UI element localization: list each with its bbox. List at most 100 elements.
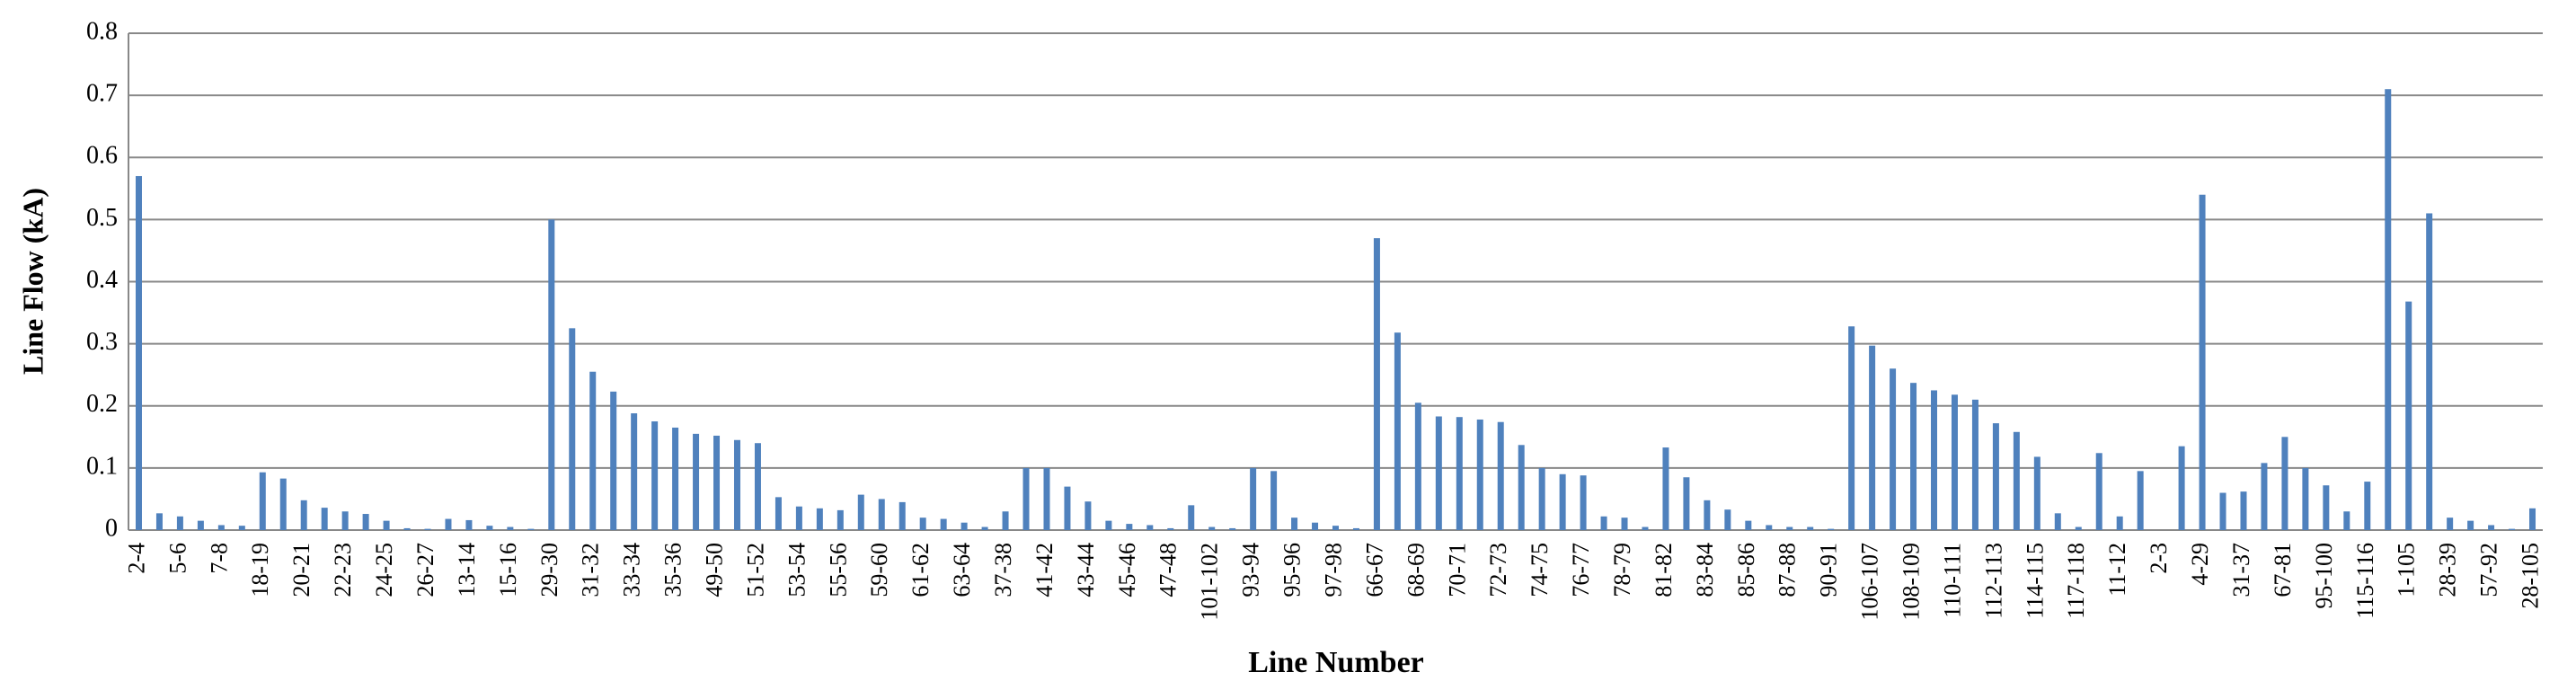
bar <box>693 433 700 530</box>
bar <box>1229 527 1236 530</box>
x-tick-label: 4-29 <box>2187 543 2213 586</box>
bar <box>857 494 864 530</box>
bar <box>1745 520 1752 530</box>
bar <box>1828 528 1835 530</box>
bar <box>672 427 679 530</box>
x-tick-label: 2-4 <box>123 543 149 574</box>
x-tick-label: 114-115 <box>2022 543 2048 619</box>
x-tick-label: 33-34 <box>619 543 645 597</box>
x-tick-label: 117-118 <box>2063 543 2089 619</box>
bar <box>2281 437 2288 530</box>
bar <box>733 439 740 530</box>
x-tick-label: 24-25 <box>371 543 397 597</box>
y-tick-label: 0.1 <box>86 452 118 480</box>
bar <box>2116 516 2123 530</box>
bar <box>1064 486 1071 530</box>
bar <box>2385 89 2392 531</box>
bar <box>1538 467 1545 530</box>
bar <box>341 511 349 530</box>
x-tick-label: 87-88 <box>1775 543 1801 597</box>
y-tick-label: 0.6 <box>86 142 118 170</box>
bar <box>2323 485 2330 530</box>
bar <box>1332 526 1339 530</box>
bar <box>1992 423 1999 530</box>
bar <box>1002 511 1009 530</box>
x-tick-label: 115-116 <box>2352 543 2378 619</box>
bar <box>362 514 369 530</box>
bar <box>1951 394 1958 530</box>
x-tick-label: 5-6 <box>164 543 190 574</box>
x-tick-label: 108-109 <box>1899 543 1925 621</box>
x-tick-label: 66-67 <box>1361 543 1387 597</box>
bar <box>1518 445 1525 530</box>
bar <box>1435 416 1442 530</box>
x-tick-label: 85-86 <box>1733 543 1759 597</box>
bar <box>1683 477 1690 530</box>
bar <box>2302 467 2309 530</box>
bar <box>795 506 802 530</box>
bar <box>1456 417 1463 530</box>
y-tick-label: 0 <box>105 514 118 542</box>
bar <box>2529 508 2536 530</box>
bar <box>610 391 617 530</box>
x-tick-label: 83-84 <box>1692 543 1718 597</box>
x-tick-label: 28-105 <box>2517 543 2543 609</box>
bar <box>1931 390 1938 530</box>
y-tick-label: 0.7 <box>86 80 118 108</box>
bar <box>176 516 183 530</box>
bar <box>1312 522 1319 530</box>
bar <box>1724 509 1731 530</box>
bar <box>1352 527 1359 530</box>
bar <box>135 175 142 531</box>
bar <box>775 497 782 530</box>
bar <box>1414 402 1421 530</box>
bar <box>2075 526 2082 530</box>
bar <box>2509 528 2516 530</box>
bar <box>713 435 721 530</box>
bar <box>445 518 452 530</box>
x-tick-label: 95-100 <box>2311 543 2337 609</box>
x-tick-label: 53-54 <box>783 543 810 597</box>
bar <box>837 509 844 530</box>
bar <box>527 528 535 530</box>
bar <box>2240 491 2247 530</box>
bar <box>1105 520 1112 530</box>
bar <box>899 501 906 530</box>
x-tick-label: 7-8 <box>206 543 232 574</box>
x-tick-label: 90-91 <box>1816 543 1842 597</box>
bar <box>1848 326 1855 530</box>
x-tick-label: 28-39 <box>2435 543 2461 597</box>
bar <box>1580 475 1587 530</box>
bar <box>960 522 968 530</box>
bar <box>1786 526 1793 530</box>
x-tick-label: 45-46 <box>1114 543 1140 597</box>
x-tick-label: 41-42 <box>1031 543 1058 597</box>
y-tick-label: 0.2 <box>86 390 118 418</box>
x-tick-label: 59-60 <box>866 543 892 597</box>
bar <box>1476 419 1483 530</box>
bar <box>548 219 555 530</box>
bar <box>2488 525 2495 530</box>
x-tick-label: 13-14 <box>454 543 480 597</box>
y-tick-label: 0.8 <box>86 17 118 45</box>
x-tick-label: 78-79 <box>1609 543 1635 597</box>
bar <box>1642 526 1649 530</box>
bar <box>1146 525 1154 530</box>
y-tick-label: 0.5 <box>86 204 118 232</box>
x-tick-label: 22-23 <box>330 543 356 597</box>
bar <box>2261 463 2268 530</box>
bar <box>2467 520 2474 530</box>
bar <box>589 371 597 530</box>
x-tick-label: 49-50 <box>701 543 727 597</box>
x-tick-label: 101-102 <box>1197 543 1223 621</box>
bar <box>631 413 638 530</box>
bar <box>940 518 947 530</box>
x-tick-label: 11-12 <box>2104 543 2130 597</box>
bar <box>2447 518 2454 530</box>
x-tick-label: 63-64 <box>949 543 975 597</box>
bar <box>1394 332 1401 530</box>
bar <box>1497 421 1504 530</box>
bar <box>300 500 307 530</box>
x-tick-label: 55-56 <box>825 543 851 597</box>
bar <box>217 525 225 530</box>
